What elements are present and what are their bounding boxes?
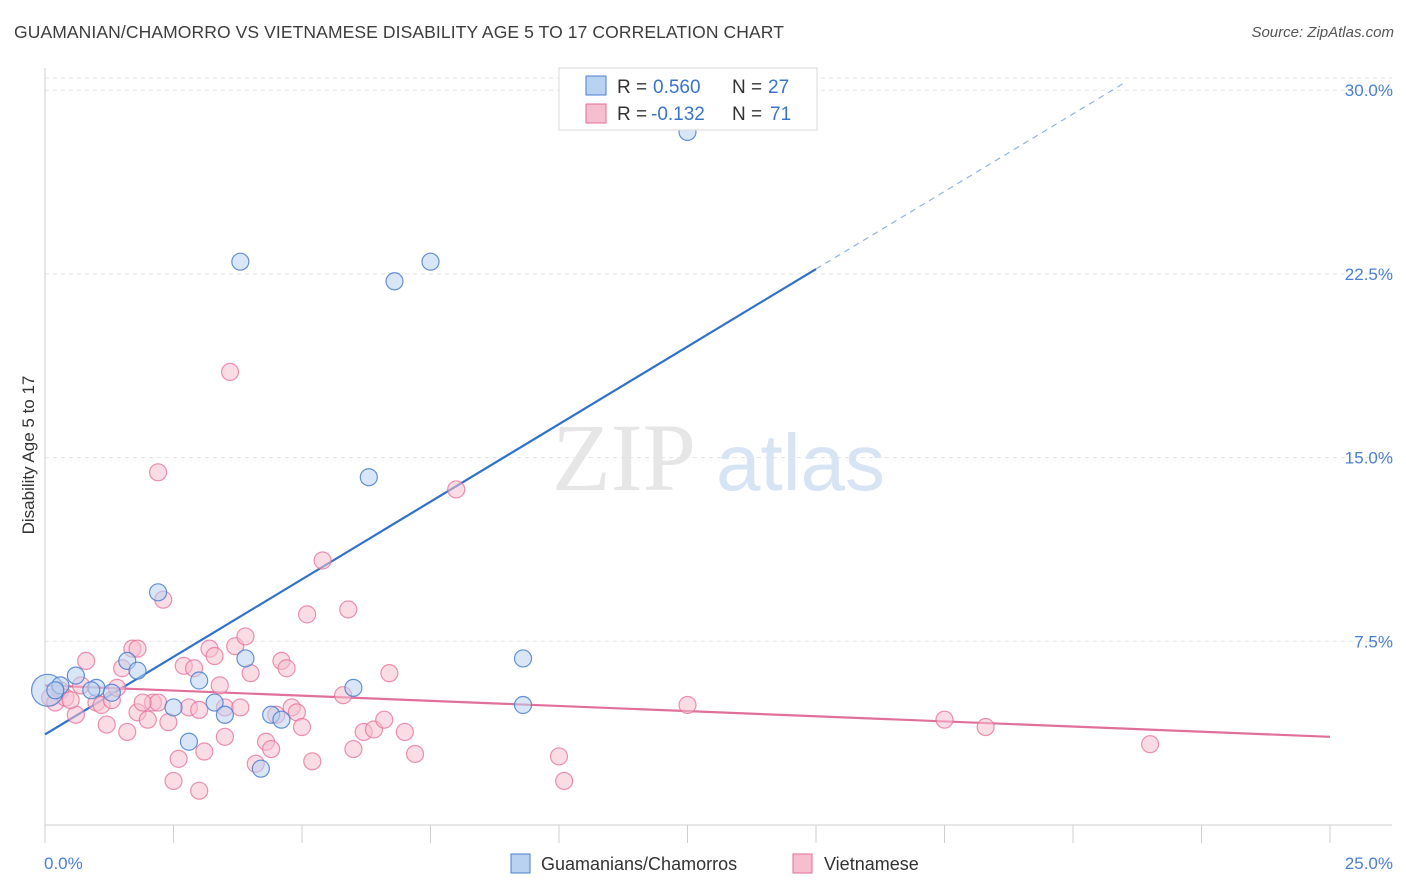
y-tick-label: 7.5% — [1354, 632, 1393, 651]
legend-r-label-1: R = — [617, 77, 647, 98]
vietnamese-point — [277, 659, 296, 678]
guamanian-point — [236, 649, 255, 668]
vietnamese-point — [976, 717, 995, 737]
source-label: Source: ZipAtlas.com — [1251, 24, 1394, 41]
vietnamese-point — [118, 722, 137, 742]
legend-swatch-blue — [585, 75, 607, 96]
vietnamese-point — [555, 771, 574, 791]
vietnamese-point — [236, 627, 255, 646]
vietnamese-points — [41, 362, 1160, 800]
guamanian-point — [205, 693, 224, 712]
guamanian-point — [231, 252, 250, 271]
vietnamese-point — [133, 693, 152, 712]
grid-lines — [45, 77, 1392, 642]
vietnamese-point — [339, 600, 358, 619]
guamanian-point — [344, 678, 363, 697]
guamanian-point — [128, 661, 147, 680]
vietnamese-point — [148, 693, 168, 712]
vietnamese-point — [210, 676, 229, 695]
legend-r-value-2: -0.132 — [651, 104, 705, 125]
vietnamese-point — [395, 722, 414, 742]
guamanian-point — [164, 698, 183, 717]
guamanian-point — [179, 732, 199, 751]
vietnamese-point — [678, 695, 697, 715]
guamanian-trend-extension — [815, 82, 1125, 270]
vietnamese-point — [231, 698, 250, 717]
tick-labels: 7.5% 15.0% 22.5% 30.0% 0.0% 25.0% — [44, 81, 1393, 873]
y-tick-label: 22.5% — [1345, 265, 1393, 284]
vietnamese-point — [190, 700, 209, 719]
vietnamese-point — [298, 605, 317, 624]
vietnamese-point — [97, 715, 116, 734]
guamanian-point — [66, 666, 85, 685]
guamanian-point — [215, 705, 234, 724]
bottom-legend: Guamanians/Chamorros Vietnamese — [510, 853, 919, 874]
vietnamese-point — [549, 747, 569, 766]
y-axis-label: Disability Age 5 to 17 — [19, 376, 38, 535]
bottom-legend-label-vietnamese: Vietnamese — [824, 854, 919, 874]
vietnamese-point — [292, 717, 312, 737]
vietnamese-point — [169, 749, 188, 768]
vietnamese-point — [262, 739, 281, 759]
vietnamese-point — [190, 781, 209, 800]
legend-n-value-1: 27 — [768, 77, 789, 98]
vietnamese-point — [77, 651, 96, 671]
vietnamese-point — [138, 710, 157, 729]
vietnamese-point — [344, 739, 363, 759]
vietnamese-point — [205, 646, 224, 666]
legend-box: R = 0.560 N = 27 R = -0.132 N = 71 — [558, 67, 818, 131]
guamanian-point — [148, 583, 168, 602]
vietnamese-point — [148, 463, 168, 482]
legend-r-value-1: 0.560 — [653, 77, 701, 98]
vietnamese-point — [313, 551, 332, 570]
x-tick-label: 0.0% — [44, 854, 83, 873]
vietnamese-point — [447, 480, 466, 499]
vietnamese-point — [61, 690, 80, 710]
guamanian-point — [190, 671, 209, 690]
legend-swatch-pink — [585, 103, 607, 124]
vietnamese-point — [375, 710, 394, 729]
legend-n-label-2: N = — [732, 104, 762, 125]
guamanian-point — [251, 759, 270, 778]
watermark-atlas: atlas — [716, 418, 885, 507]
y-tick-label: 15.0% — [1345, 449, 1393, 468]
guamanian-point — [513, 649, 533, 668]
guamanian-point — [102, 683, 121, 702]
vietnamese-point — [164, 771, 183, 791]
guamanian-point — [272, 710, 291, 729]
legend-r-label-2: R = — [617, 104, 647, 125]
vietnamese-point — [380, 664, 399, 683]
vietnamese-point — [128, 639, 147, 658]
vietnamese-point — [405, 744, 425, 764]
guamanian-point — [46, 681, 65, 700]
vietnamese-point — [1140, 735, 1160, 754]
guamanian-point — [385, 272, 404, 291]
bottom-legend-label-guamanians: Guamanians/Chamorros — [541, 854, 737, 874]
vietnamese-point — [195, 742, 214, 761]
y-tick-label: 30.0% — [1345, 81, 1393, 100]
vietnamese-point — [220, 362, 240, 382]
guamanian-point — [421, 252, 440, 271]
chart-title: GUAMANIAN/CHAMORRO VS VIETNAMESE DISABIL… — [14, 22, 785, 42]
vietnamese-point — [303, 752, 322, 771]
guamanian-trend-line — [44, 268, 817, 736]
legend-n-label-1: N = — [732, 77, 762, 98]
bottom-legend-swatch-blue — [510, 853, 531, 874]
guamanian-point — [359, 468, 378, 487]
vietnamese-point — [215, 727, 234, 746]
legend-n-value-2: 71 — [770, 104, 791, 125]
bottom-legend-swatch-pink — [792, 853, 813, 874]
x-tick-label: 25.0% — [1345, 854, 1393, 873]
vietnamese-point — [935, 710, 954, 729]
guamanian-point — [513, 695, 533, 715]
guamanian-point — [82, 681, 101, 700]
